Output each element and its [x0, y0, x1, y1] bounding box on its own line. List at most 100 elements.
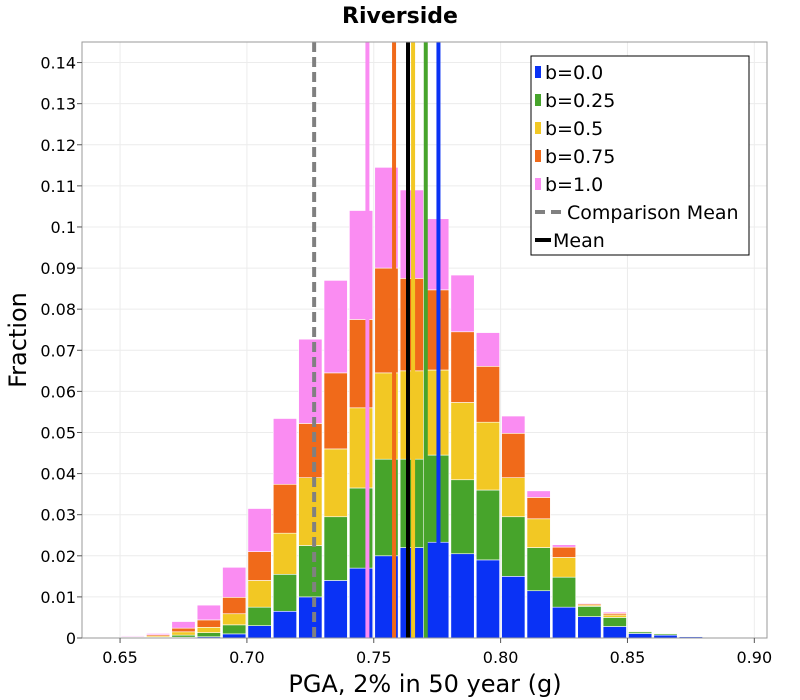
bar-b-1-0-8	[298, 338, 323, 424]
bar-b-0-5-6	[247, 580, 272, 608]
x-axis-ticks: 0.65 0.70 0.75 0.80 0.85 0.90	[102, 638, 772, 667]
legend-box	[530, 55, 750, 256]
bar-b-0-75-4	[196, 619, 221, 628]
bar-b-0-0-7	[272, 610, 297, 639]
bar-b-1-0-17	[526, 490, 551, 498]
bar-b-0-25-15	[475, 489, 500, 561]
bar-b-0-0-14	[450, 553, 475, 639]
chart-title: Riverside	[342, 4, 458, 29]
bar-b-1-0-4	[196, 604, 221, 621]
bar-b-0-75-8	[298, 423, 323, 478]
y-tick-label: 0.06	[40, 382, 76, 401]
bar-b-0-0-5	[222, 633, 247, 639]
bar-b-0-75-9	[323, 372, 348, 450]
bar-b-0-5-8	[298, 477, 323, 546]
legend-label: b=0.75	[545, 146, 615, 168]
legend-label: b=1.0	[545, 174, 603, 196]
bar-b-1-0-6	[247, 508, 272, 552]
bar-b-0-25-18	[552, 576, 577, 608]
bar-b-0-0-20	[602, 626, 627, 639]
x-tick-label: 0.65	[102, 648, 138, 667]
x-tick-label: 0.80	[483, 648, 519, 667]
bar-b-0-25-17	[526, 547, 551, 592]
y-tick-label: 0.05	[40, 423, 76, 442]
bar-b-0-5-4	[196, 627, 221, 633]
bar-b-0-0-18	[552, 606, 577, 639]
bar-b-1-0-18	[552, 544, 577, 548]
y-tick-label: 0.12	[40, 136, 76, 155]
bar-b-0-75-3	[171, 627, 196, 633]
mean-lines	[312, 42, 441, 638]
bar-b-0-5-3	[171, 631, 196, 636]
bar-b-0-25-8	[298, 545, 323, 598]
legend-swatch	[535, 178, 541, 190]
bar-b-0-0-8	[298, 596, 323, 639]
bar-b-0-25-22	[653, 633, 678, 636]
bar-b-0-0-15	[475, 559, 500, 639]
bar-b-1-0-5	[222, 567, 247, 598]
bar-b-1-0-9	[323, 280, 348, 374]
bar-b-0-75-15	[475, 366, 500, 423]
bar-b-1-0-7	[272, 418, 297, 485]
bar-b-0-0-21	[628, 633, 653, 639]
bar-b-0-25-3	[171, 634, 196, 638]
bar-b-0-25-9	[323, 516, 348, 581]
bar-b-0-25-16	[501, 516, 526, 577]
y-tick-label: 0.1	[51, 218, 76, 237]
y-tick-label: 0.02	[40, 547, 76, 566]
bar-b-0-5-17	[526, 518, 551, 548]
bar-b-0-5-9	[323, 448, 348, 518]
bar-b-0-75-14	[450, 331, 475, 403]
bar-b-0-5-7	[272, 532, 297, 575]
y-tick-label: 0.14	[40, 54, 76, 73]
bar-b-0-5-20	[602, 614, 627, 618]
legend-swatch	[535, 66, 541, 78]
y-tick-label: 0.08	[40, 300, 76, 319]
legend-label: b=0.25	[545, 90, 615, 112]
bar-b-0-25-7	[272, 573, 297, 612]
plot-frame	[81, 41, 768, 639]
bar-b-1-0-14	[450, 274, 475, 333]
bar-b-0-25-14	[450, 479, 475, 555]
y-tick-label: 0.04	[40, 465, 76, 484]
bar-b-1-0-20	[602, 611, 627, 614]
bar-b-0-75-5	[222, 597, 247, 615]
x-tick-label: 0.90	[737, 648, 773, 667]
bar-b-0-0-19	[577, 616, 602, 639]
x-tick-label: 0.85	[610, 648, 646, 667]
bar-b-1-0-15	[475, 332, 500, 367]
legend-label: Mean	[553, 230, 605, 252]
x-tick-label: 0.70	[229, 648, 265, 667]
y-axis-ticks: 0 0.01 0.02 0.03 0.04 0.05 0.06 0.07 0.08 0.09 0.1…	[40, 54, 82, 648]
x-axis-label: PGA, 2% in 50 year (g)	[288, 670, 561, 698]
y-tick-label: 0.09	[40, 259, 76, 278]
legend-swatch	[535, 94, 541, 106]
y-tick-label: 0.13	[40, 95, 76, 114]
bar-b-0-5-5	[222, 613, 247, 626]
y-tick-label: 0	[66, 629, 76, 648]
bar-b-0-5-16	[501, 477, 526, 518]
bar-b-0-75-7	[272, 483, 297, 534]
legend-swatch	[535, 122, 541, 134]
y-tick-label: 0.07	[40, 341, 76, 360]
bar-b-0-0-6	[247, 625, 272, 639]
legend-label: b=0.5	[545, 118, 603, 140]
bar-b-1-0-16	[501, 415, 526, 434]
bar-b-1-0-3	[171, 621, 196, 629]
bar-b-0-0-16	[501, 576, 526, 639]
bar-b-0-25-19	[577, 606, 602, 617]
y-tick-label: 0.03	[40, 506, 76, 525]
y-axis-label: Fraction	[4, 292, 32, 388]
legend-label: b=0.0	[545, 62, 603, 84]
bar-b-0-0-9	[323, 580, 348, 639]
y-tick-label: 0.01	[40, 588, 76, 607]
bar-b-0-25-5	[222, 624, 247, 635]
bar-b-0-75-6	[247, 551, 272, 581]
bar-b-0-25-20	[602, 617, 627, 627]
legend-label: Comparison Mean	[567, 202, 739, 224]
bar-b-0-75-17	[526, 497, 551, 520]
bar-b-0-75-18	[552, 546, 577, 558]
bar-b-0-75-16	[501, 433, 526, 478]
